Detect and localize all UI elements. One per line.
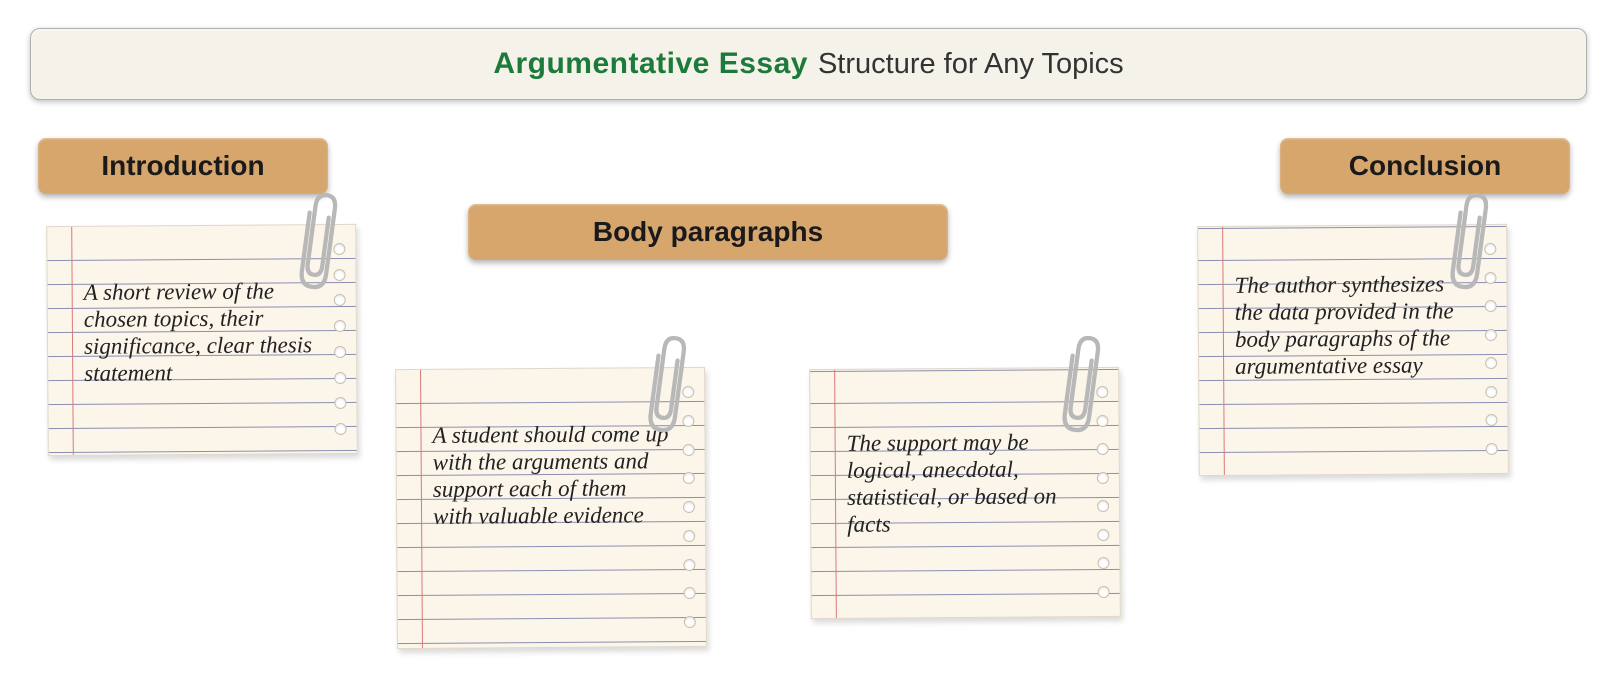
title-bar: Argumentative Essay Structure for Any To… <box>30 28 1587 100</box>
note-body-1: A student should come up with the argume… <box>395 367 707 649</box>
note-body-2: The support may be logical, anecdotal, s… <box>809 367 1121 619</box>
title-subtitle: Structure for Any Topics <box>818 48 1124 81</box>
note-introduction: A short review of the chosen topics, the… <box>46 224 358 456</box>
section-header-label: Introduction <box>101 150 264 182</box>
note-text: The support may be logical, anecdotal, s… <box>847 428 1084 538</box>
section-header-label: Body paragraphs <box>593 216 823 248</box>
section-header-label: Conclusion <box>1349 150 1501 182</box>
section-header-body: Body paragraphs <box>468 204 948 260</box>
note-conclusion: The author synthesizes the data provided… <box>1197 224 1509 476</box>
section-header-introduction: Introduction <box>38 138 328 194</box>
title-bold: Argumentative Essay <box>493 47 808 81</box>
section-header-conclusion: Conclusion <box>1280 138 1570 194</box>
